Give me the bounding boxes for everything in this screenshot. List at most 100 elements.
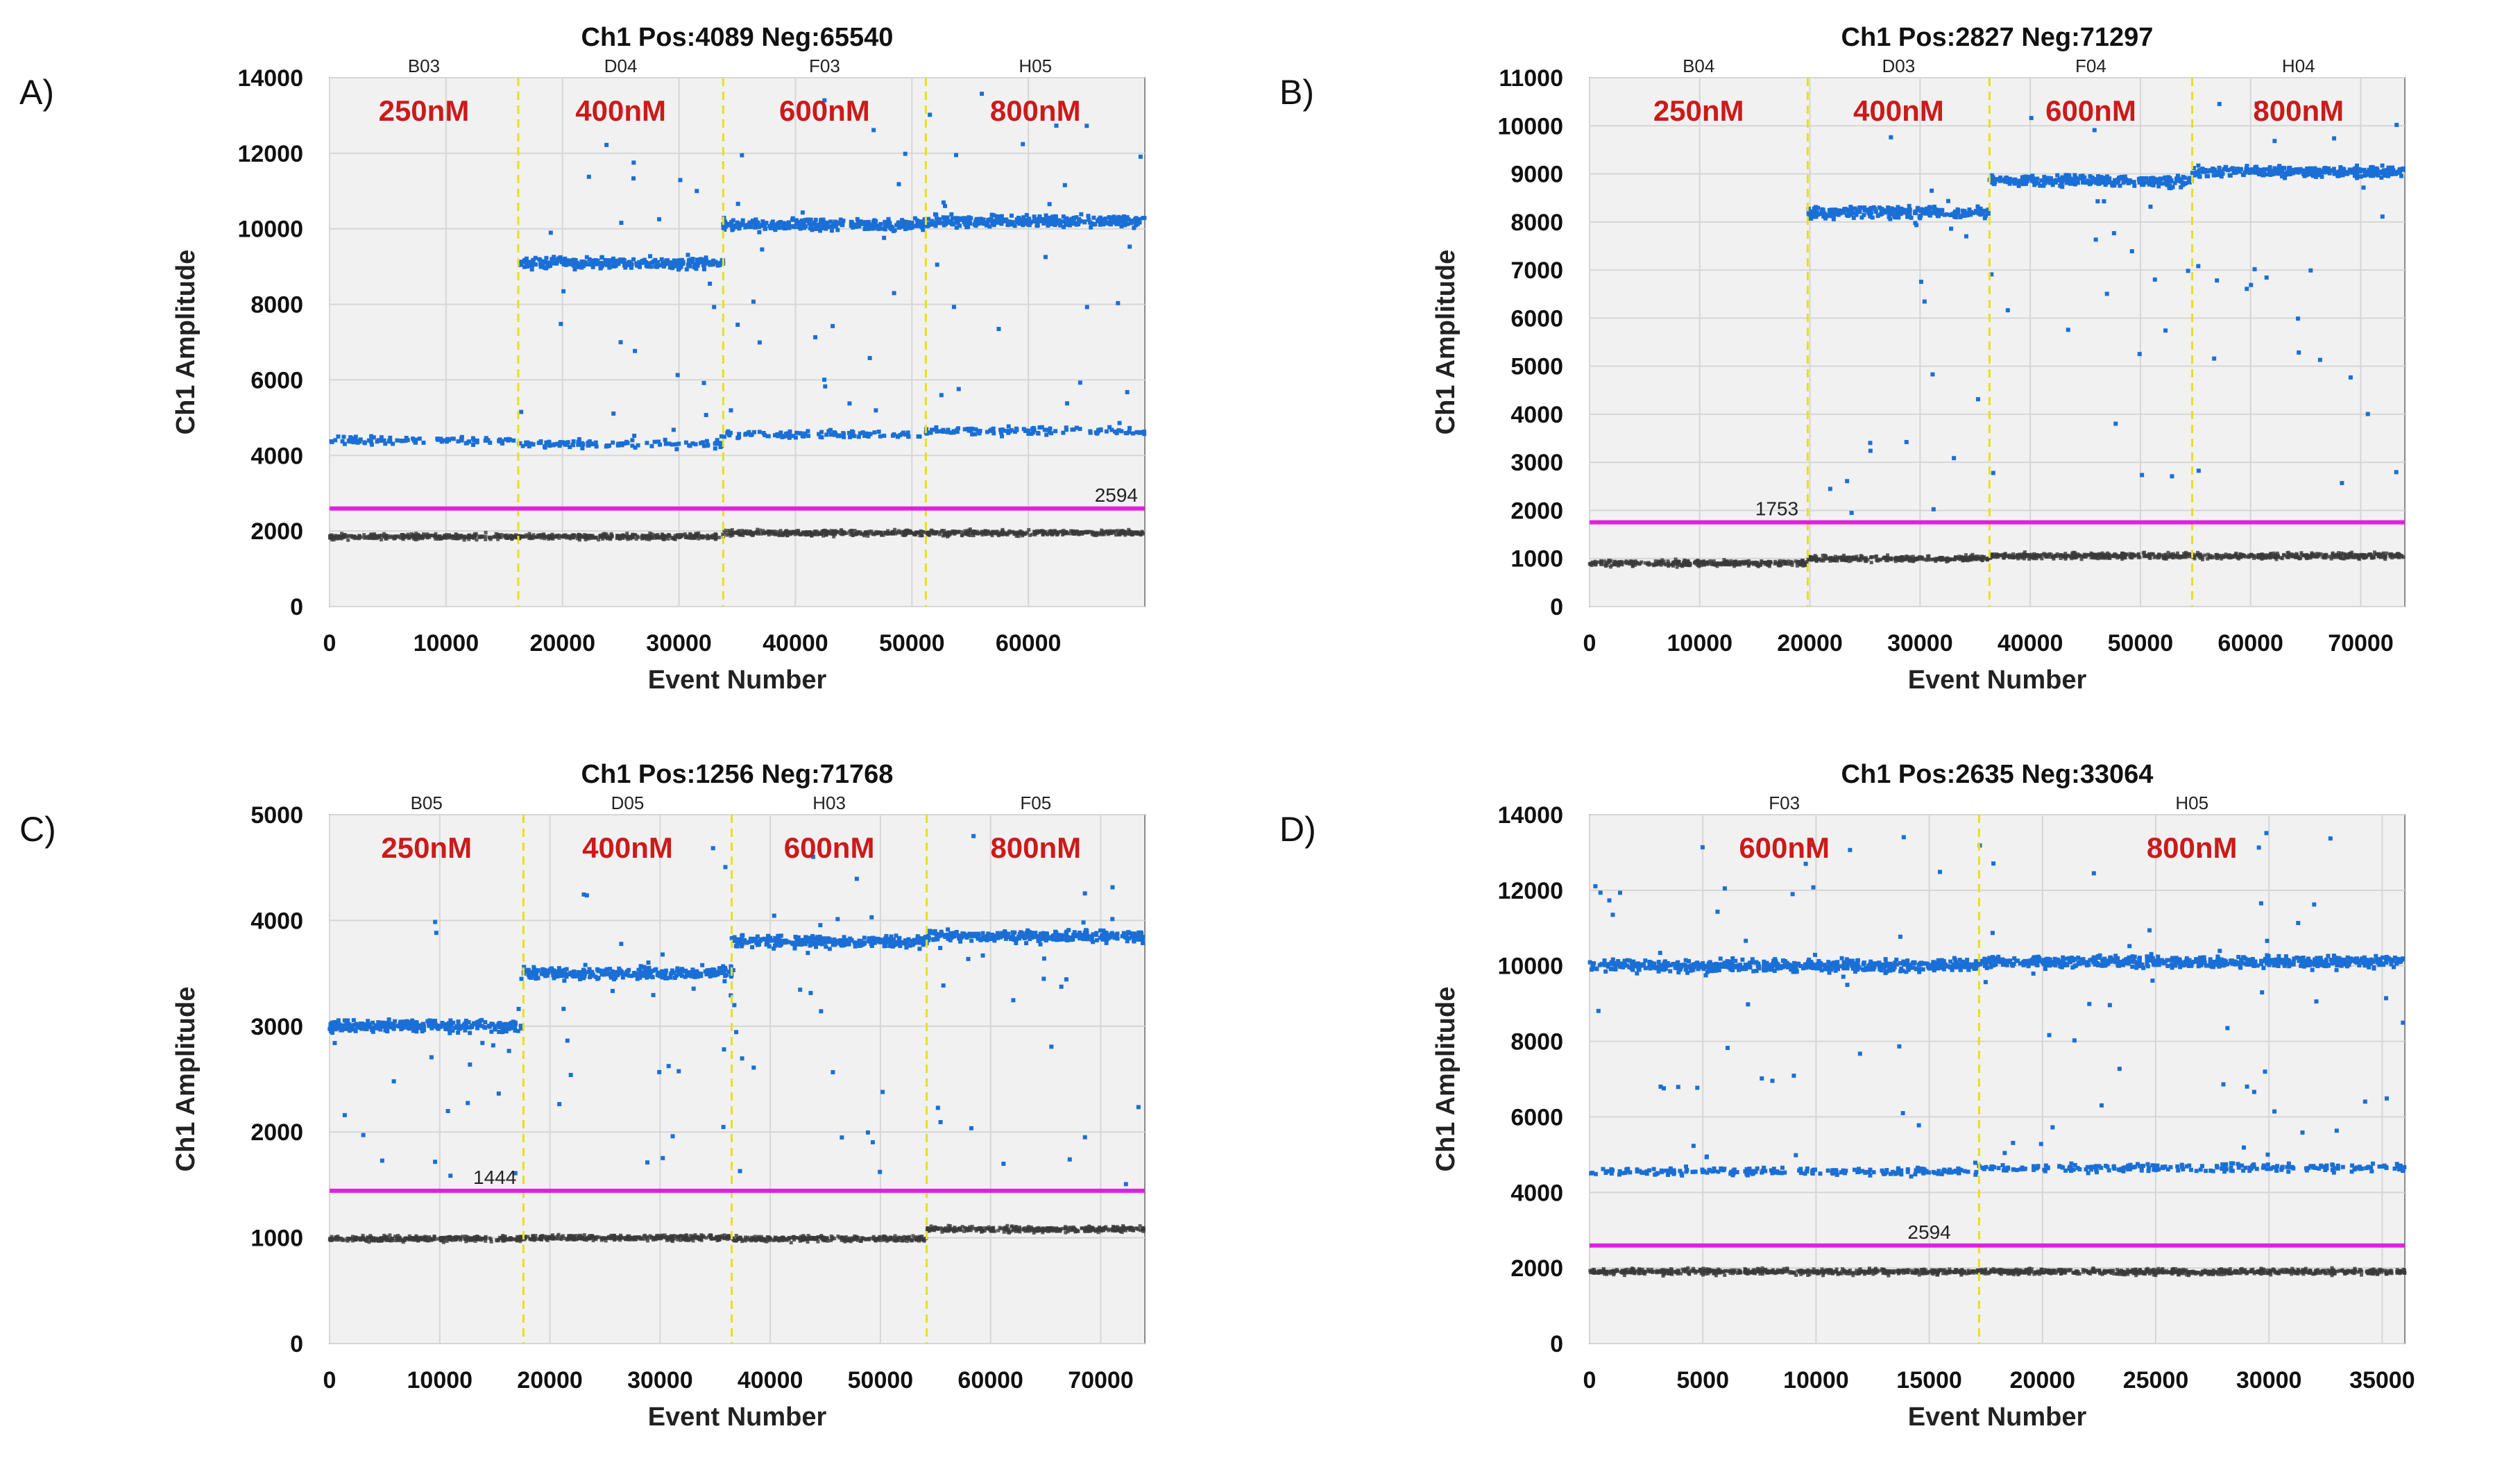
positive-droplet bbox=[603, 257, 608, 262]
positive-droplet bbox=[719, 260, 724, 265]
positive-droplet bbox=[2200, 169, 2205, 173]
positive-droplet bbox=[821, 226, 826, 230]
positive-droplet bbox=[1970, 210, 1975, 215]
positive-droplet bbox=[1907, 210, 1912, 214]
negative-droplet bbox=[1027, 527, 1031, 532]
positive-droplet bbox=[527, 260, 531, 265]
negative-droplet bbox=[584, 538, 588, 542]
negative-droplet bbox=[1028, 533, 1032, 537]
negative-droplet bbox=[583, 533, 587, 537]
negative-droplet bbox=[524, 533, 528, 537]
positive-droplet bbox=[2313, 171, 2318, 176]
positive-droplet bbox=[1868, 214, 1873, 219]
positive-droplet bbox=[946, 427, 951, 432]
negative-droplet bbox=[886, 529, 890, 533]
negative-droplet bbox=[451, 534, 455, 538]
negative-droplet bbox=[2156, 554, 2161, 559]
negative-droplet bbox=[2085, 552, 2089, 557]
positive-droplet bbox=[2120, 175, 2125, 180]
positive-droplet bbox=[990, 219, 995, 223]
positive-droplet bbox=[1061, 430, 1066, 435]
negative-droplet bbox=[1853, 557, 1857, 561]
positive-droplet bbox=[1821, 210, 1826, 214]
positive-droplet bbox=[2042, 180, 2047, 185]
negative-droplet bbox=[401, 537, 405, 541]
positive-droplet bbox=[872, 218, 877, 223]
negative-droplet bbox=[628, 535, 632, 539]
positive-droplet bbox=[821, 219, 826, 224]
positive-droplet bbox=[901, 219, 905, 223]
positive-droplet bbox=[811, 220, 816, 225]
positive-droplet bbox=[2314, 174, 2319, 179]
positive-droplet bbox=[2137, 352, 2142, 357]
positive-droplet bbox=[2223, 164, 2228, 169]
positive-droplet bbox=[2362, 173, 2367, 178]
positive-droplet bbox=[1044, 213, 1048, 218]
positive-droplet bbox=[2062, 176, 2067, 181]
positive-droplet bbox=[544, 255, 549, 260]
positive-droplet bbox=[2141, 183, 2146, 187]
negative-droplet bbox=[2027, 553, 2032, 557]
negative-droplet bbox=[467, 537, 471, 541]
positive-droplet bbox=[1927, 210, 1932, 214]
negative-droplet bbox=[1030, 532, 1035, 536]
negative-droplet bbox=[1829, 557, 1833, 561]
positive-droplet bbox=[599, 255, 604, 260]
positive-droplet bbox=[1019, 219, 1023, 223]
positive-droplet bbox=[790, 434, 795, 439]
negative-droplet bbox=[332, 538, 336, 542]
positive-droplet bbox=[991, 427, 996, 432]
negative-droplet bbox=[943, 531, 947, 535]
negative-droplet bbox=[788, 532, 792, 536]
positive-droplet bbox=[850, 433, 855, 438]
negative-droplet bbox=[335, 536, 339, 541]
positive-droplet bbox=[537, 257, 542, 262]
negative-droplet bbox=[362, 533, 366, 537]
positive-droplet bbox=[520, 260, 525, 264]
negative-droplet bbox=[2007, 554, 2011, 559]
positive-droplet bbox=[608, 259, 613, 264]
negative-droplet bbox=[1701, 560, 1705, 564]
panel-label: B) bbox=[1279, 73, 1314, 112]
positive-droplet bbox=[737, 432, 742, 437]
negative-droplet bbox=[1619, 561, 1623, 565]
negative-droplet bbox=[2332, 553, 2336, 557]
positive-droplet bbox=[976, 429, 980, 434]
negative-droplet bbox=[2292, 552, 2296, 557]
negative-droplet bbox=[1789, 561, 1793, 566]
negative-droplet bbox=[496, 537, 500, 541]
positive-droplet bbox=[708, 260, 713, 265]
positive-droplet bbox=[683, 440, 688, 445]
positive-droplet bbox=[790, 216, 795, 221]
positive-droplet bbox=[1009, 213, 1014, 218]
positive-droplet bbox=[1846, 214, 1850, 219]
positive-droplet bbox=[1084, 124, 1089, 128]
negative-droplet bbox=[1680, 564, 1685, 568]
positive-droplet bbox=[996, 327, 1001, 332]
negative-droplet bbox=[552, 535, 556, 539]
negative-droplet bbox=[2048, 555, 2052, 559]
positive-droplet bbox=[2291, 171, 2296, 176]
positive-droplet bbox=[819, 430, 824, 434]
negative-droplet bbox=[2022, 552, 2026, 556]
negative-droplet bbox=[606, 536, 610, 541]
positive-droplet bbox=[1107, 425, 1112, 430]
positive-droplet bbox=[718, 445, 723, 450]
positive-droplet bbox=[1133, 223, 1138, 228]
negative-droplet bbox=[999, 532, 1003, 536]
negative-droplet bbox=[980, 533, 985, 537]
negative-droplet bbox=[1774, 561, 1778, 565]
positive-droplet bbox=[1868, 212, 1873, 217]
negative-droplet bbox=[808, 531, 812, 535]
negative-droplet bbox=[2072, 554, 2076, 559]
negative-droplet bbox=[778, 529, 783, 533]
negative-droplet bbox=[729, 534, 733, 538]
positive-droplet bbox=[658, 442, 663, 447]
positive-droplet bbox=[886, 220, 891, 225]
negative-droplet bbox=[1032, 530, 1037, 534]
positive-droplet bbox=[773, 228, 778, 232]
negative-droplet bbox=[488, 537, 493, 541]
positive-droplet bbox=[2311, 169, 2316, 174]
positive-droplet bbox=[2060, 175, 2065, 180]
positive-droplet bbox=[1932, 204, 1936, 209]
